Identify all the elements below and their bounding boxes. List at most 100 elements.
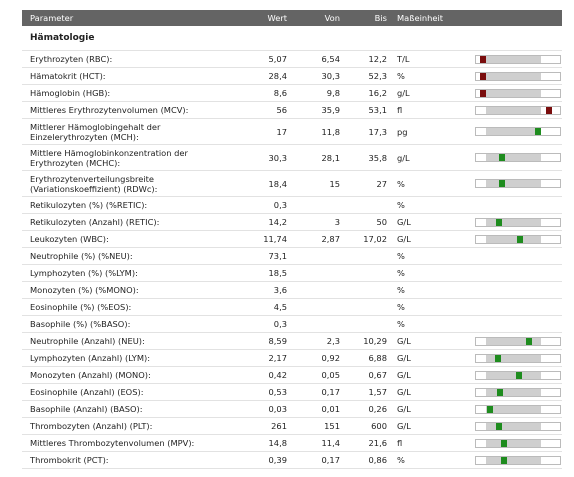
- range-cell: [450, 400, 562, 418]
- normal-range: [486, 354, 541, 362]
- unit-cell: g/L: [390, 84, 450, 102]
- value-marker: [480, 89, 486, 97]
- unit-text: %: [397, 251, 405, 261]
- normal-range: [486, 371, 541, 379]
- normal-range: [486, 337, 541, 345]
- range-cell: [450, 144, 562, 171]
- result-row: Monozyten (Anzahl) (MONO): 0,42 0,05 0,67 G/…: [22, 366, 562, 384]
- parameter-text: Erythrozytenverteilungsbreite: [30, 173, 155, 184]
- unit-cell: pg: [390, 118, 450, 145]
- result-row: Mittleres Thrombozytenvolumen (MPV): 14,8…: [22, 434, 562, 452]
- result-row: Hämoglobin (HGB): 8,6 9,8 16,2 g/L: [22, 84, 562, 102]
- bis-text: 10,29: [363, 336, 387, 346]
- bis-cell: 52,3: [343, 67, 390, 85]
- wert-text: 0,03: [268, 404, 287, 414]
- result-row: Retikulozyten (%) (%RETIC): 0,3%: [22, 196, 562, 214]
- wert-cell: 18,5: [237, 264, 290, 282]
- von-text: 28,1: [321, 152, 340, 163]
- range-cell: [450, 170, 562, 197]
- wert-text: 0,53: [268, 387, 287, 397]
- parameter-cell: Hämoglobin (HGB):: [22, 84, 237, 102]
- value-marker: [497, 388, 504, 396]
- parameter-cell: Mittlerer Hämoglobingehalt der Einzeleryt…: [22, 118, 237, 145]
- result-row: Lymphozyten (%) (%LYM): 18,5%: [22, 264, 562, 282]
- value-marker: [480, 55, 486, 63]
- parameter-cell: Neutrophile (Anzahl) (NEU):: [22, 332, 237, 350]
- unit-cell: %: [390, 451, 450, 469]
- von-cell: 2,3: [290, 332, 343, 350]
- column-header: Bis: [343, 10, 390, 26]
- unit-cell: %: [390, 315, 450, 333]
- unit-text: %: [397, 455, 405, 465]
- parameter-cell: Leukozyten (WBC):: [22, 230, 237, 248]
- range-bar: [475, 353, 561, 363]
- range-cell: [450, 451, 562, 469]
- range-cell: [450, 67, 562, 85]
- wert-cell: 73,1: [237, 247, 290, 265]
- unit-text: %: [397, 302, 405, 312]
- wert-cell: 8,6: [237, 84, 290, 102]
- parameter-text: Mittlerer Hämoglobingehalt der: [30, 121, 161, 132]
- unit-cell: G/L: [390, 230, 450, 248]
- von-text: 2,3: [326, 336, 340, 346]
- wert-text: 2,17: [268, 353, 287, 363]
- von-cell: 0,17: [290, 383, 343, 401]
- range-cell: [450, 213, 562, 231]
- normal-range: [486, 55, 541, 63]
- wert-text: 11,74: [263, 234, 287, 244]
- normal-range: [486, 154, 541, 161]
- bis-cell: 12,2: [343, 50, 390, 68]
- von-text: 11,8: [321, 126, 340, 137]
- bis-cell: 50: [343, 213, 390, 231]
- wert-text: 5,07: [268, 54, 287, 64]
- normal-range: [486, 235, 541, 243]
- wert-cell: 14,2: [237, 213, 290, 231]
- bis-text: 50: [376, 217, 387, 227]
- wert-text: 18,4: [268, 178, 287, 189]
- result-row: Retikulozyten (Anzahl) (RETIC): 14,2 3 50 G/…: [22, 213, 562, 231]
- von-cell: 0,05: [290, 366, 343, 384]
- result-row: Monozyten (%) (%MONO): 3,6%: [22, 281, 562, 299]
- wert-text: 261: [271, 421, 287, 431]
- section-title: Hämatologie: [22, 26, 562, 51]
- parameter-text: Einzelerythrozyten (MCH):: [30, 131, 139, 142]
- parameter-text: Basophile (%) (%BASO):: [30, 319, 131, 329]
- parameter-text: Hämoglobin (HGB):: [30, 88, 111, 98]
- parameter-text: Leukozyten (WBC):: [30, 234, 109, 244]
- bis-cell: 53,1: [343, 101, 390, 119]
- wert-text: 3,6: [273, 285, 287, 295]
- range-cell: [450, 298, 562, 316]
- unit-text: G/L: [397, 421, 411, 431]
- range-bar: [475, 387, 561, 397]
- unit-text: G/L: [397, 234, 411, 244]
- result-row: Eosinophile (%) (%EOS): 4,5%: [22, 298, 562, 316]
- parameter-text: Basophile (Anzahl) (BASO):: [30, 404, 143, 414]
- von-text: 35,9: [321, 105, 340, 115]
- bis-text: 17,3: [368, 126, 387, 137]
- parameter-text: Monozyten (%) (%MONO):: [30, 285, 139, 295]
- parameter-cell: Basophile (%) (%BASO):: [22, 315, 237, 333]
- wert-text: 73,1: [268, 251, 287, 261]
- parameter-cell: Retikulozyten (%) (%RETIC):: [22, 196, 237, 214]
- wert-text: 4,5: [273, 302, 287, 312]
- normal-range: [486, 106, 541, 114]
- von-cell: 0,92: [290, 349, 343, 367]
- bis-cell: 1,57: [343, 383, 390, 401]
- unit-cell: fl: [390, 434, 450, 452]
- result-row: Thrombozyten (Anzahl) (PLT): 261 151 600 G/L: [22, 417, 562, 435]
- bis-cell: 6,88: [343, 349, 390, 367]
- range-bar: [475, 455, 561, 465]
- bis-cell: 10,29: [343, 332, 390, 350]
- bis-cell: 600: [343, 417, 390, 435]
- unit-text: %: [397, 319, 405, 329]
- range-bar: [475, 336, 561, 346]
- wert-text: 0,39: [268, 455, 287, 465]
- result-row: Mittleres Erythrozytenvolumen (MCV): 56 35…: [22, 101, 562, 119]
- result-row: Thrombokrit (PCT): 0,39 0,17 0,86%: [22, 451, 562, 469]
- result-row: Erythrozyten (RBC): 5,07 6,54 12,2 T/L: [22, 50, 562, 68]
- bis-cell: 0,67: [343, 366, 390, 384]
- von-text: 6,54: [321, 54, 340, 64]
- value-marker: [500, 456, 507, 464]
- range-bar: [475, 438, 561, 448]
